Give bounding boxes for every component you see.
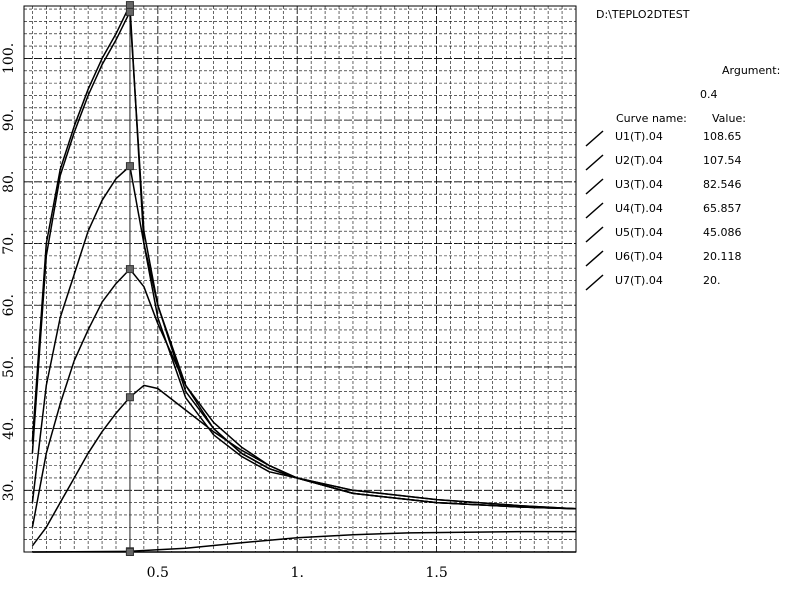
series-line-5	[31, 384, 577, 547]
y-tick-label: 30.	[1, 479, 17, 501]
y-tick-label: 40.	[1, 417, 17, 439]
curve-line-icon	[585, 202, 604, 219]
legend-curve-value: 65.857	[703, 202, 742, 215]
legend-curve-name: U7(T).04	[615, 274, 663, 287]
tick-layer: 0.5 1. 1.5 30. 40. 50. 60. 70. 80. 90. 100.	[1, 43, 448, 581]
series-point-5	[125, 393, 134, 402]
legend-item[interactable]: U5(T).04 45.086	[583, 224, 783, 244]
x-tick-label: 1.5	[425, 565, 447, 581]
argument-label: Argument:	[722, 64, 781, 77]
series-line-1	[31, 4, 577, 510]
legend-item[interactable]: U7(T).04 20.	[583, 272, 783, 292]
y-tick-label: 70.	[1, 232, 17, 254]
series-line-2	[31, 11, 577, 510]
plot-frame	[23, 5, 577, 553]
series-line-4	[31, 268, 577, 528]
grid-layer	[23, 5, 577, 553]
legend-curve-name: U3(T).04	[615, 178, 663, 191]
file-path: D:\TEPLO2DTEST	[596, 8, 690, 21]
legend-curve-name: U5(T).04	[615, 226, 663, 239]
legend-item[interactable]: U2(T).04 107.54	[583, 152, 783, 172]
legend-item[interactable]: U6(T).04 20.118	[583, 248, 783, 268]
curve-line-icon	[585, 154, 604, 171]
legend-curve-name: U6(T).04	[615, 250, 663, 263]
curve-line-icon	[585, 250, 604, 267]
series-layer	[31, 4, 577, 553]
x-tick-label: 1.	[291, 565, 304, 581]
curve-line-icon	[585, 274, 604, 291]
argument-value: 0.4	[700, 88, 718, 101]
x-tick-label: 0.5	[147, 565, 169, 581]
series-line-6	[32, 530, 576, 553]
series-point-4	[125, 265, 134, 274]
curve-name-header: Curve name:	[616, 112, 687, 125]
y-tick-label: 80.	[1, 171, 17, 193]
legend-curve-name: U1(T).04	[615, 130, 663, 143]
curve-line-icon	[585, 130, 604, 147]
legend-curve-value: 107.54	[703, 154, 742, 167]
y-tick-label: 50.	[1, 356, 17, 378]
legend-item[interactable]: U3(T).04 82.546	[583, 176, 783, 196]
legend-curve-value: 82.546	[703, 178, 742, 191]
y-tick-label: 100.	[1, 43, 17, 74]
curve-line-icon	[585, 226, 604, 243]
series-point-7	[125, 548, 134, 556]
legend-item[interactable]: U1(T).04 108.65	[583, 128, 783, 148]
legend-curve-value: 108.65	[703, 130, 742, 143]
legend-curve-name: U4(T).04	[615, 202, 663, 215]
legend-item[interactable]: U4(T).04 65.857	[583, 200, 783, 220]
series-point-1	[125, 1, 134, 10]
legend-curve-name: U2(T).04	[615, 154, 663, 167]
series-point-2	[125, 7, 134, 16]
series-point-3	[125, 162, 134, 171]
legend-curve-value: 20.118	[703, 250, 742, 263]
chart-plot: 0.5 1. 1.5 30. 40. 50. 60. 70. 80. 90. 100.	[1, 1, 577, 581]
legend-curve-value: 45.086	[703, 226, 742, 239]
y-tick-label: 60.	[1, 294, 17, 316]
marker-layer	[125, 1, 134, 556]
y-tick-label: 90.	[1, 109, 17, 131]
series-line-3	[31, 165, 577, 510]
curve-line-icon	[585, 178, 604, 195]
value-header: Value:	[712, 112, 746, 125]
legend-curve-value: 20.	[703, 274, 721, 287]
